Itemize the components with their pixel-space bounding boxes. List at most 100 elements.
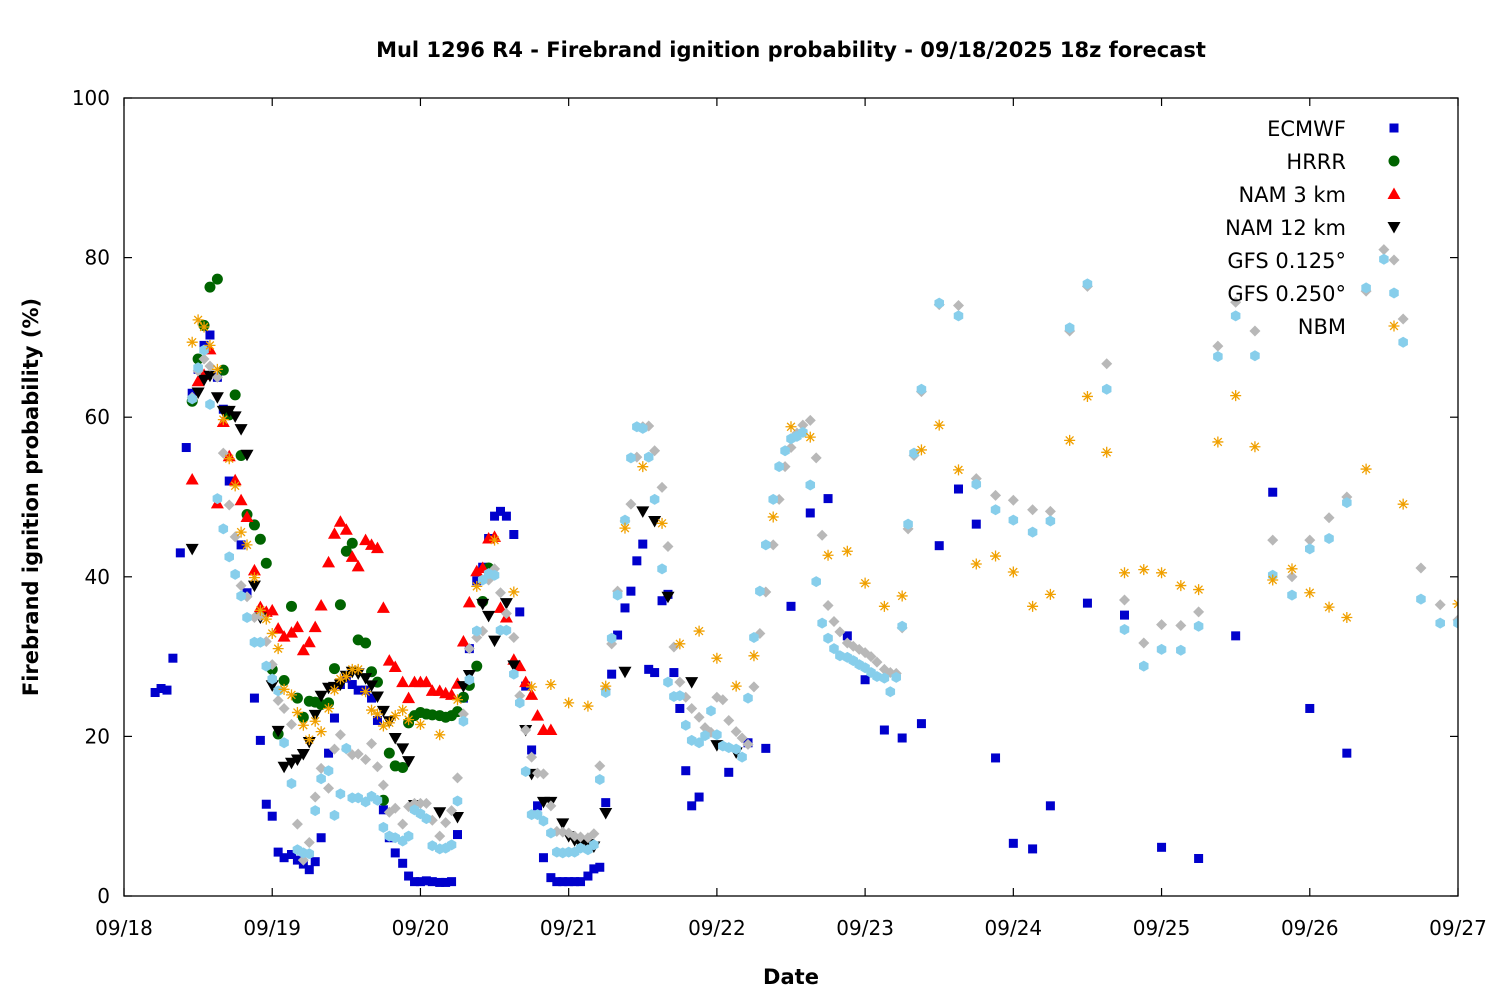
legend-marker [1388,254,1400,266]
data-point [224,476,234,486]
data-point [805,508,815,518]
y-tick-label: 60 [85,405,110,429]
data-point [817,617,827,629]
data-point [286,850,296,860]
data-point [1119,623,1130,635]
data-point [1119,567,1130,579]
data-point [811,576,821,588]
data-point [402,756,416,768]
data-point [410,877,420,887]
data-point [748,681,760,693]
data-point [674,676,686,688]
data-point [860,675,870,685]
data-point [669,668,679,678]
data-point [315,726,327,738]
x-axis-label: Date [763,965,819,989]
data-point [589,864,599,874]
data-point [217,414,229,426]
data-point [212,493,223,505]
data-point [328,743,340,755]
x-tick-label: 09/26 [1281,916,1339,940]
data-point [191,387,205,399]
data-point [297,719,309,731]
data-point [1398,336,1408,348]
data-point [786,601,796,611]
data-point [1286,563,1298,575]
data-point [211,371,223,383]
data-point [376,705,390,718]
data-point [198,321,210,333]
data-point [210,392,224,404]
data-point [507,660,521,672]
data-point [463,643,475,655]
data-point [644,664,654,674]
data-point [205,398,215,410]
data-point [309,791,321,803]
data-point [260,613,272,625]
data-point [731,743,741,755]
data-point [228,411,242,423]
y-tick-label: 80 [85,246,110,270]
legend: ECMWF HRRR NAM 3 km NAM 12 km GFS 0.125° GFS … [1225,117,1401,339]
data-point [292,855,302,865]
data-point [223,453,235,465]
data-point [471,580,483,592]
data-point [236,590,246,602]
data-point [204,281,216,293]
data-point [607,669,617,679]
data-point [618,666,632,679]
data-point [723,742,734,754]
data-point [290,620,304,633]
data-point [501,624,512,636]
data-point [334,673,346,685]
y-tick-label: 100 [72,86,110,110]
data-point [724,767,734,777]
data-point [472,625,482,637]
data-point [456,634,470,647]
data-point [879,672,890,684]
data-point [310,857,320,867]
data-point [370,541,384,554]
data-point [403,830,414,842]
data-point [322,555,336,568]
data-point [314,690,328,703]
data-point [1101,446,1113,458]
y-tick-label: 0 [97,884,110,908]
data-point [1323,601,1335,613]
data-point [755,585,765,597]
data-point [211,363,223,375]
data-point [737,751,747,763]
data-point [823,494,833,504]
data-point [693,625,705,637]
data-point [247,580,261,593]
data-point [891,671,901,683]
legend-marker [1387,222,1401,234]
data-point [286,777,297,789]
data-point [162,685,172,695]
chart-title: Mul 1296 R4 - Firebrand ignition probabi… [376,38,1206,62]
data-point [1230,310,1241,322]
data-point [489,534,501,546]
data-point [501,511,511,521]
data-point [656,481,668,493]
data-point [1101,358,1113,370]
data-point [328,663,340,675]
data-point [378,821,389,833]
data-point [970,558,982,570]
data-point [185,472,199,485]
data-point [464,674,475,686]
data-point [903,518,913,530]
data-point [255,636,266,648]
data-point [1064,322,1075,334]
data-point [1286,571,1298,583]
data-point [1044,588,1056,600]
data-point [657,563,667,575]
data-point [339,523,353,535]
data-point [650,668,660,678]
data-point [619,522,631,534]
data-point [643,451,654,463]
data-point [1082,278,1093,290]
data-point [693,711,705,723]
legend-label: NAM 12 km [1225,216,1346,240]
x-tick-label: 09/19 [243,916,301,940]
